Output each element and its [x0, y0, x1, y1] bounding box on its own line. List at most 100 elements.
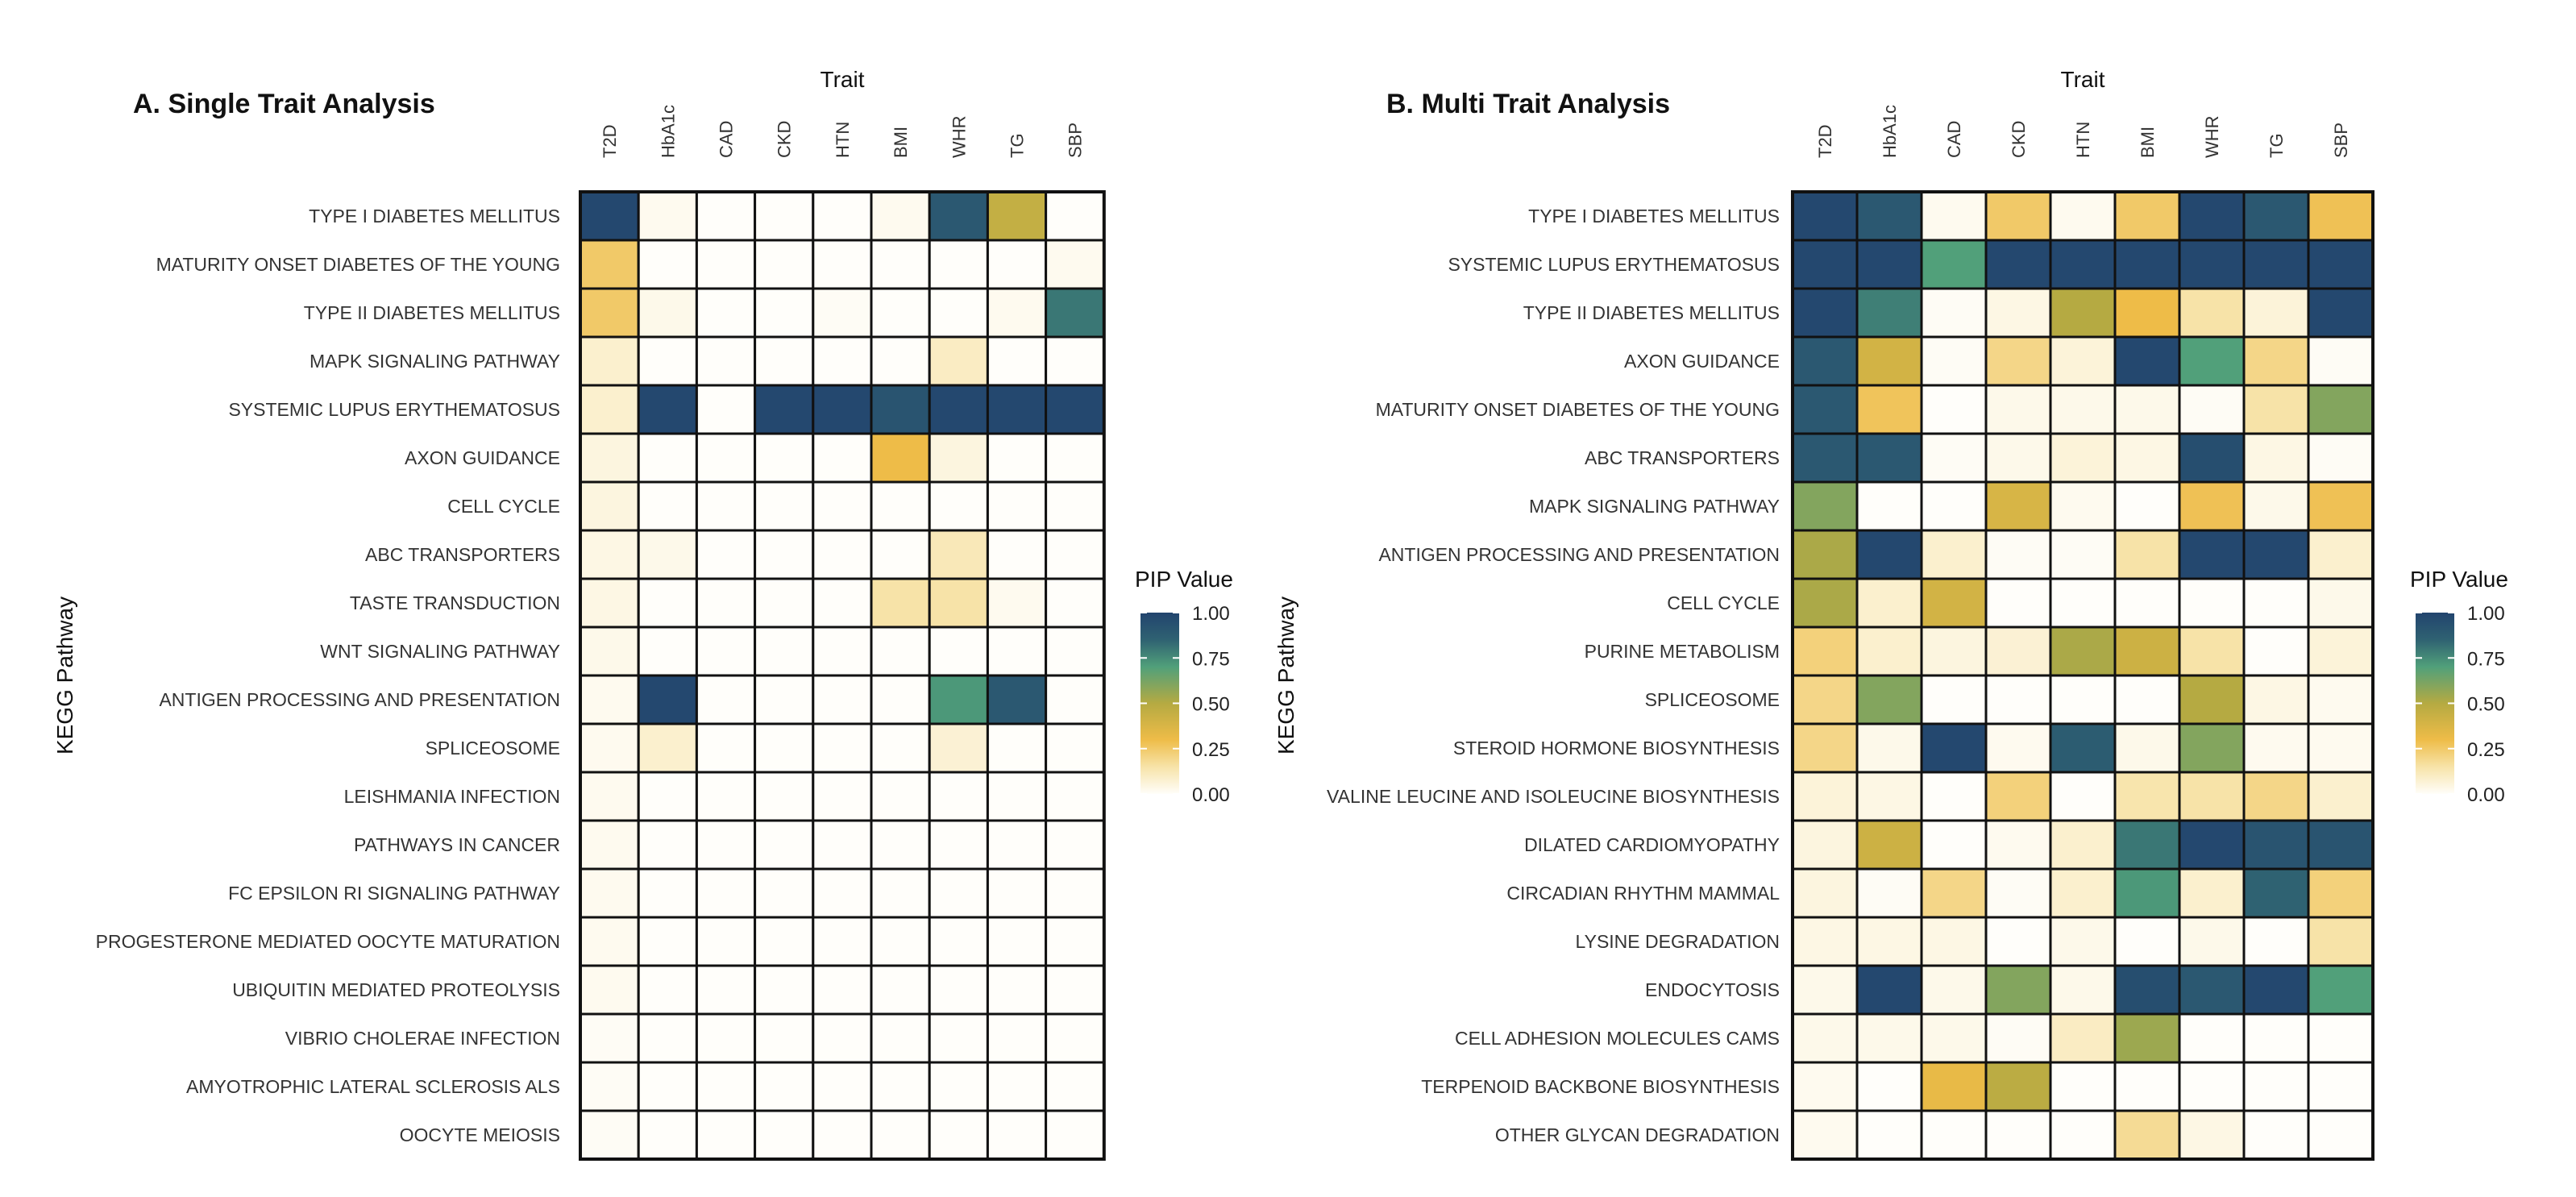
heatmap-cell	[2307, 480, 2374, 532]
heatmap-cell	[754, 1061, 815, 1112]
row-label: CELL CYCLE	[1667, 592, 1780, 613]
heatmap-cell	[870, 722, 931, 774]
heatmap-cell	[2178, 287, 2246, 339]
heatmap-cell	[1791, 335, 1859, 387]
heatmap-cell	[1984, 529, 2052, 580]
heatmap-cell	[870, 529, 931, 580]
heatmap-cell	[1920, 771, 1988, 822]
heatmap-cell	[1045, 480, 1106, 532]
heatmap-cell	[754, 626, 815, 677]
row-label: ENDOCYTOSIS	[1645, 979, 1780, 1000]
heatmap-cell	[1920, 239, 1988, 290]
heatmap-cell	[2242, 771, 2310, 822]
heatmap-cell	[695, 577, 757, 629]
heatmap-cell	[1791, 867, 1859, 919]
heatmap-cell	[2242, 577, 2310, 629]
heatmap-cell	[2307, 674, 2374, 725]
heatmap-cell	[754, 529, 815, 580]
column-label: SBP	[2331, 123, 2351, 158]
row-label: PATHWAYS IN CANCER	[354, 834, 560, 855]
heatmap-cell	[1920, 1109, 1988, 1161]
row-label: MATURITY ONSET DIABETES OF THE YOUNG	[156, 254, 560, 275]
heatmap-cell	[986, 1012, 1048, 1064]
heatmap-cell	[1791, 384, 1859, 435]
heatmap-cell	[2113, 529, 2181, 580]
heatmap-cell	[2049, 916, 2117, 967]
heatmap-cell	[2178, 190, 2246, 242]
heatmap-cell	[1045, 335, 1106, 387]
heatmap-cell	[1984, 1109, 2052, 1161]
heatmap-cell	[2178, 239, 2246, 290]
column-label: WHR	[949, 115, 969, 158]
heatmap-cell	[870, 867, 931, 919]
row-label: FC EPSILON RI SIGNALING PATHWAY	[228, 883, 560, 904]
heatmap-cell	[2178, 819, 2246, 871]
heatmap-cell	[2178, 432, 2246, 484]
heatmap-cell	[870, 1061, 931, 1112]
heatmap-cell	[928, 771, 989, 822]
heatmap-cell	[928, 384, 989, 435]
column-label: WHR	[2202, 115, 2222, 158]
heatmap-cell	[1855, 916, 1923, 967]
heatmap-cell	[695, 1012, 757, 1064]
heatmap-cell	[812, 432, 873, 484]
heatmap-cell	[2178, 626, 2246, 677]
heatmap-cell	[637, 335, 698, 387]
heatmap-cell	[754, 287, 815, 339]
heatmap-cell	[928, 190, 989, 242]
heatmap-cell	[754, 771, 815, 822]
heatmap-cell	[1984, 577, 2052, 629]
heatmap-cell	[754, 867, 815, 919]
heatmap-cell	[1791, 190, 1859, 242]
heatmap-cell	[1920, 916, 1988, 967]
heatmap-cell	[1920, 432, 1988, 484]
heatmap-cell	[754, 239, 815, 290]
legend-title: PIP Value	[2410, 567, 2508, 592]
row-label: CELL CYCLE	[447, 496, 560, 517]
heatmap-cell	[2049, 964, 2117, 1016]
heatmap-cell	[637, 819, 698, 871]
heatmap-cell	[2113, 1109, 2181, 1161]
row-label: SPLICEOSOME	[1645, 689, 1780, 710]
heatmap-cell	[754, 432, 815, 484]
row-label: ANTIGEN PROCESSING AND PRESENTATION	[159, 689, 560, 710]
row-label: SYSTEMIC LUPUS ERYTHEMATOSUS	[228, 399, 560, 420]
heatmap-cell	[1791, 964, 1859, 1016]
heatmap-cell	[754, 384, 815, 435]
heatmap-cell	[2113, 626, 2181, 677]
panel-single-trait: A. Single Trait Analysis Trait KEGG Path…	[52, 67, 1233, 1161]
heatmap-cell	[1045, 819, 1106, 871]
x-axis-label: Trait	[2061, 67, 2105, 92]
heatmap-cell	[637, 239, 698, 290]
heatmap-cell	[2113, 287, 2181, 339]
legend-tick-label: 0.75	[2467, 648, 2505, 670]
heatmap-cell	[695, 1109, 757, 1161]
heatmap-cell	[2049, 239, 2117, 290]
heatmap-cell	[2049, 335, 2117, 387]
heatmap-cell	[2242, 1109, 2310, 1161]
heatmap-cell	[2113, 190, 2181, 242]
heatmap-cell	[812, 190, 873, 242]
heatmap-cell	[637, 190, 698, 242]
row-label: ANTIGEN PROCESSING AND PRESENTATION	[1378, 544, 1780, 565]
heatmap-cell	[637, 1012, 698, 1064]
heatmap-border	[1791, 190, 2374, 1161]
heatmap-cell	[2307, 432, 2374, 484]
heatmap-cell	[928, 480, 989, 532]
heatmap-cell	[1984, 916, 2052, 967]
heatmap-cell	[695, 1061, 757, 1112]
heatmap-cell	[812, 1061, 873, 1112]
column-label: TG	[2266, 133, 2287, 158]
row-label: VALINE LEUCINE AND ISOLEUCINE BIOSYNTHES…	[1327, 786, 1780, 807]
heatmap-cell	[870, 1012, 931, 1064]
heatmap-cell	[2242, 529, 2310, 580]
heatmap-cell	[2113, 384, 2181, 435]
heatmap-cell	[695, 384, 757, 435]
heatmap-cell	[754, 722, 815, 774]
heatmap-cell	[2178, 867, 2246, 919]
heatmap-cell	[754, 335, 815, 387]
heatmap-cell	[1984, 867, 2052, 919]
heatmap-cell	[695, 335, 757, 387]
heatmap-cell	[986, 335, 1048, 387]
heatmap-cell	[579, 916, 640, 967]
